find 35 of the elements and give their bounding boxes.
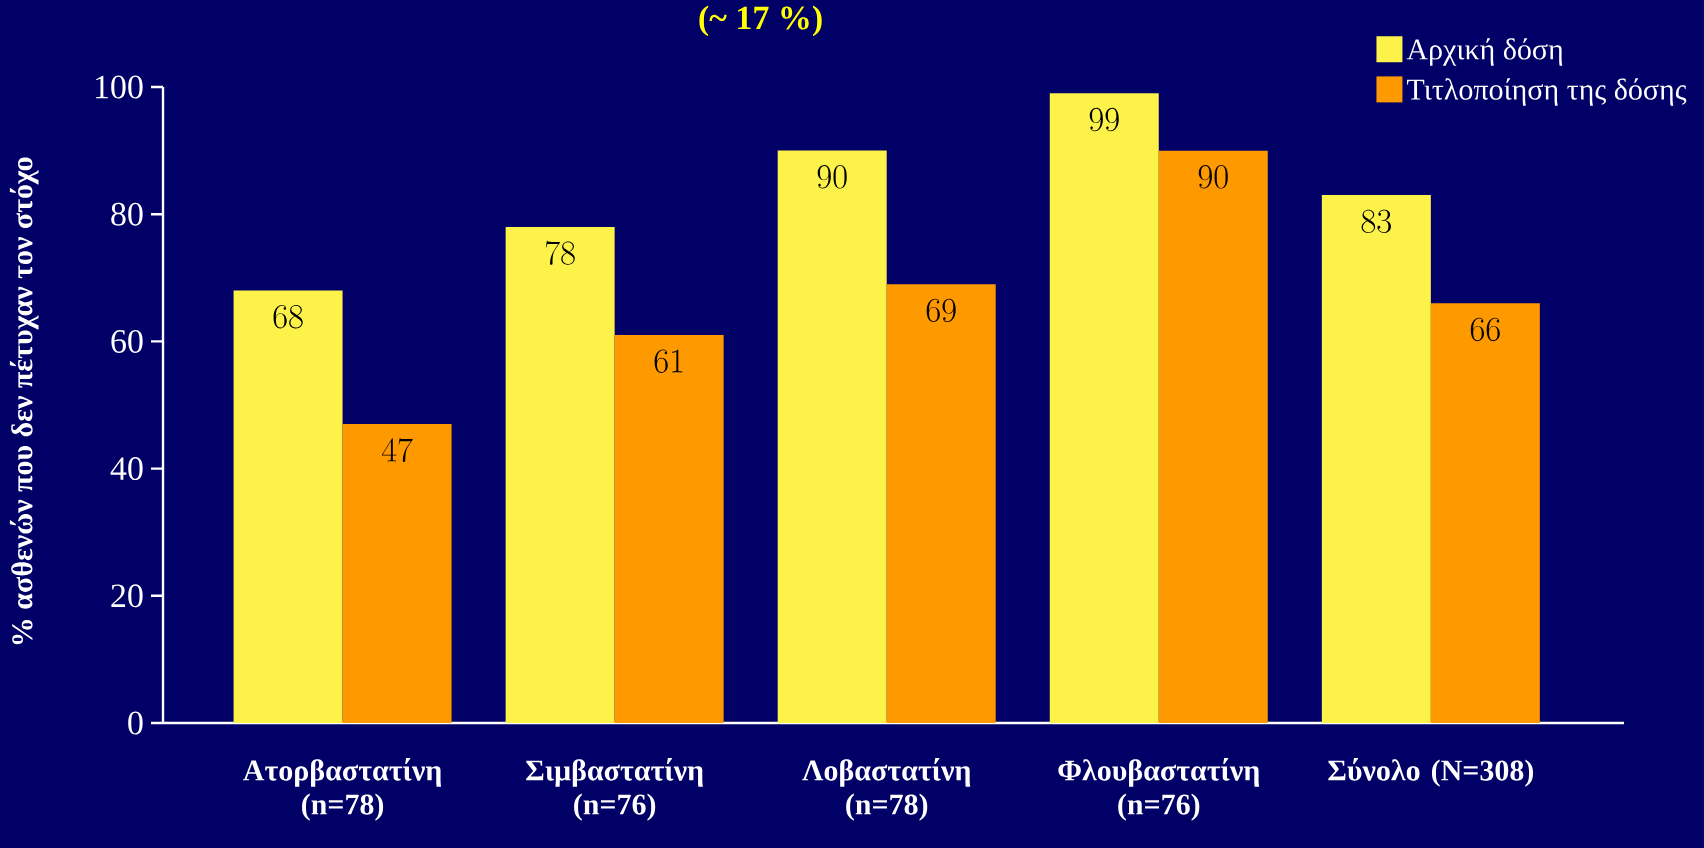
data-label: 90 — [1198, 165, 1228, 189]
data-label: 61 — [654, 349, 683, 373]
y-tick-label: 0 — [128, 711, 143, 735]
x-tick-label: Φλουβαστατίνη (n=76) — [1058, 758, 1260, 821]
data-label: 90 — [817, 165, 847, 189]
y-tick-label: 100 — [95, 75, 143, 99]
bar — [1321, 195, 1431, 723]
x-tick-label: Σύνολο (N=308) — [1328, 758, 1534, 787]
y-tick-label: 40 — [110, 457, 143, 481]
y-axis-title: % ασθενών που δεν πέτυχαν τον στόχο — [9, 157, 39, 645]
bar — [1158, 150, 1268, 723]
data-label: 69 — [926, 298, 956, 323]
bar — [886, 284, 996, 723]
bar — [614, 335, 724, 723]
x-tick-label: Ατορβαστατίνη (n=78) — [243, 758, 442, 821]
data-label: 66 — [1470, 317, 1500, 342]
y-tick-label: 20 — [111, 584, 143, 608]
bar — [505, 226, 615, 723]
data-label: 78 — [545, 240, 575, 265]
data-label: 83 — [1361, 209, 1391, 234]
bar — [1430, 303, 1540, 723]
data-label: 99 — [1089, 107, 1119, 132]
data-label: 47 — [381, 438, 413, 462]
y-tick-label: 80 — [111, 202, 143, 226]
legend-label: Τιτλοποίηση της δόσης — [1406, 78, 1687, 106]
bar — [342, 424, 452, 723]
x-tick-label: Λοβαστατίνη (n=78) — [802, 758, 971, 821]
bar — [777, 150, 887, 723]
data-label: 68 — [273, 305, 303, 329]
bar — [1049, 93, 1159, 723]
bar — [233, 290, 343, 723]
legend-label: Αρχική δόση — [1406, 38, 1563, 66]
x-tick-label: Σιμβαστατίνη (n=76) — [526, 758, 703, 821]
y-tick-label: 60 — [111, 329, 143, 353]
chart-title: (~ 17 %) — [699, 5, 822, 37]
